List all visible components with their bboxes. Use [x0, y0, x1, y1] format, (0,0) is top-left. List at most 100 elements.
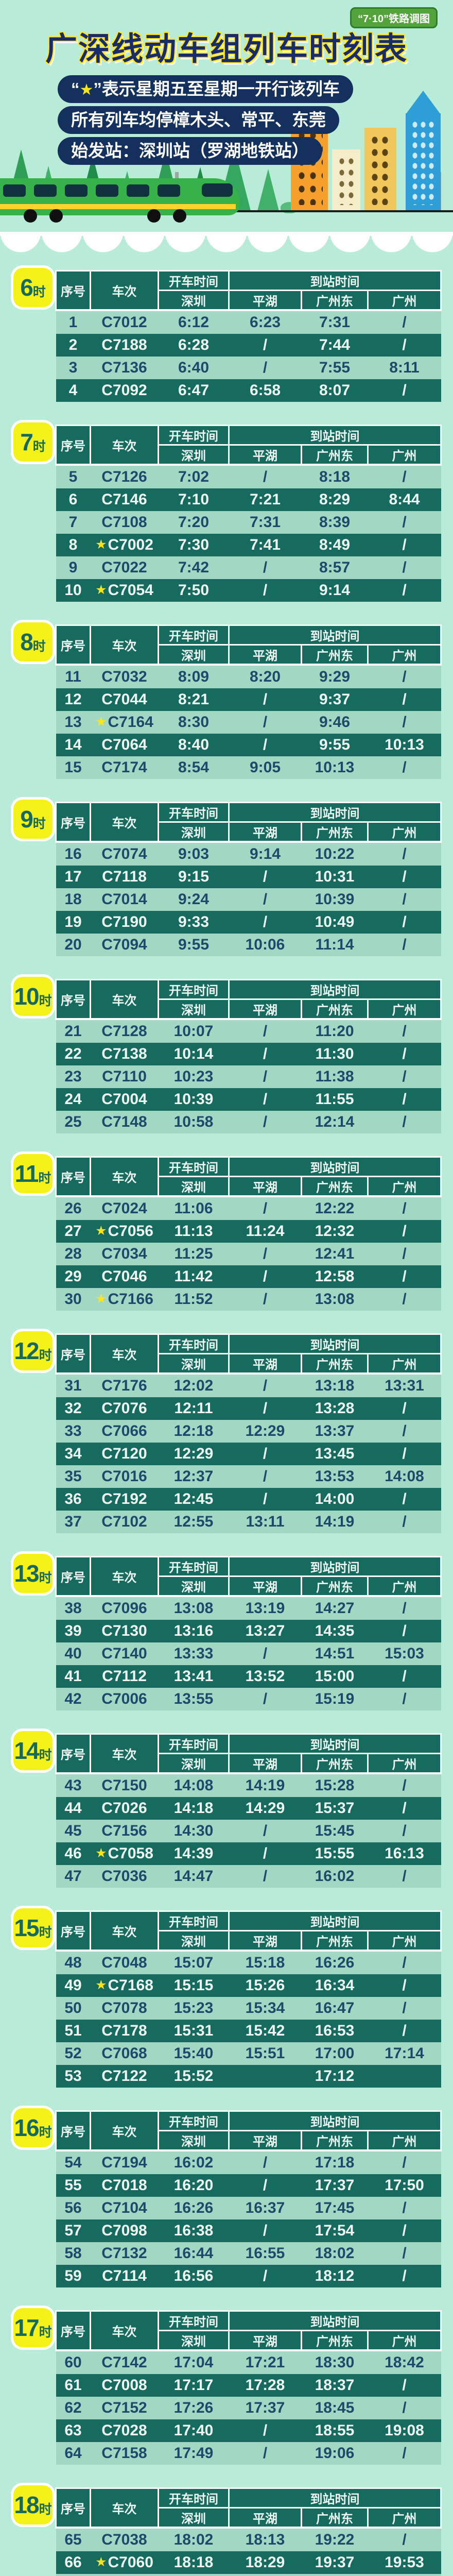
cell-guangzhou-arrive: / [368, 1772, 441, 1797]
note-origin-station: 始发站：深圳站（罗湖地铁站） [58, 137, 322, 165]
cell-pinghu-arrive: / [229, 2419, 302, 2442]
train-window [96, 184, 118, 197]
cell-guangzhou-arrive: / [368, 1797, 441, 1820]
cell-shenzhen-depart: 13:41 [159, 1665, 229, 1688]
train-number: C7048 [101, 1954, 147, 1971]
train-number: C7092 [101, 382, 147, 399]
cell-seq-value: 36 [64, 1490, 82, 1507]
cell-pinghu-arrive-value: / [263, 559, 268, 576]
cell-shenzhen-depart-value: 16:26 [173, 2199, 214, 2216]
cell-guangzhou-arrive-value: / [402, 2377, 407, 2394]
cell-seq: 59 [56, 2265, 91, 2287]
cell-shenzhen-depart-value: 17:40 [173, 2422, 214, 2439]
train-row: 23 C7110 10:23 / 11:38 / [56, 1065, 441, 1088]
page-title: 广深线动车组列车时刻表 [45, 31, 408, 67]
cell-guangzhou-east-arrive: 17:37 [302, 2174, 368, 2197]
cell-guangzhou-east-arrive-value: 13:28 [315, 1400, 355, 1417]
cell-guangzhou-east-arrive: 17:18 [301, 2149, 368, 2174]
cell-shenzhen-depart-value: 12:18 [173, 1422, 214, 1439]
cell-guangzhou-arrive: / [368, 2374, 441, 2397]
train-row: 54 C7194 16:02 / 17:18 / [56, 2149, 441, 2174]
cell-seq-value: 18 [64, 891, 82, 908]
cell-shenzhen-depart-value: 7:10 [178, 491, 210, 508]
cell-guangzhou-east-arrive-value: 14:27 [315, 1600, 355, 1617]
cell-shenzhen-depart: 10:14 [159, 1043, 229, 1065]
column-header-seq: 序号 [55, 2310, 91, 2351]
cell-shenzhen-depart: 10:23 [159, 1065, 229, 1088]
column-header-seq: 序号 [55, 1556, 91, 1597]
cell-shenzhen-depart: 9:15 [159, 866, 229, 888]
cell-shenzhen-depart-value: 14:18 [173, 1800, 214, 1817]
cell-train: C7102 [91, 1511, 159, 1533]
star-icon: ★ [95, 2555, 107, 2569]
train-row: 34 C7120 12:29 / 13:45 / [56, 1443, 441, 1465]
column-header-train: 车次 [90, 624, 159, 666]
cell-guangzhou-east-arrive: 19:06 [302, 2442, 368, 2465]
cell-guangzhou-east-arrive: 8:18 [301, 464, 368, 488]
cell-seq-value: 2 [68, 336, 78, 353]
cell-seq: 42 [56, 1688, 91, 1710]
cell-train: ★C7166 [91, 1288, 159, 1311]
hour-suffix: 时 [32, 439, 46, 454]
cell-guangzhou-east-arrive: 8:07 [302, 379, 368, 402]
train-number: C7114 [102, 2267, 147, 2284]
cell-guangzhou-east-arrive: 14:00 [302, 1488, 368, 1511]
column-header-shenzhen: 深圳 [158, 290, 230, 311]
hour-timetable: 序号 车次 开车时间 到站时间 深圳 平湖 广州东 广州 43 C7150 14:08 14:19 15… [55, 1733, 442, 1888]
column-header-arrive-time: 到站时间 [228, 425, 442, 446]
cell-seq-value: 24 [64, 1091, 82, 1108]
hour-timetable: 序号 车次 开车时间 到站时间 深圳 平湖 广州东 广州 65 C7038 18:02 18:13 19… [55, 2487, 442, 2576]
cell-shenzhen-depart: 11:42 [159, 1265, 229, 1288]
cell-pinghu-arrive: 16:55 [229, 2242, 302, 2265]
cell-guangzhou-arrive: / [368, 2197, 441, 2219]
train-row: 19 C7190 9:33 / 10:49 / [56, 911, 441, 934]
cell-train: C7128 [90, 1018, 159, 1043]
note-quote-open: “ [71, 79, 80, 98]
column-header-arrive-time: 到站时间 [228, 1556, 442, 1577]
cell-pinghu-arrive: / [229, 1111, 302, 1133]
cell-guangzhou-east-arrive: 15:37 [302, 1797, 368, 1820]
skyscraper-spire [406, 91, 441, 114]
cell-train: C7138 [91, 1043, 159, 1065]
tree-icon [257, 169, 280, 211]
train-number: C7150 [101, 1777, 147, 1794]
column-header-arrive-time: 到站时间 [228, 624, 442, 646]
cell-pinghu-arrive: 7:31 [229, 511, 302, 534]
cell-shenzhen-depart: 18:18 [159, 2551, 229, 2574]
hour-section: 11 时序号 车次 开车时间 到站时间 深圳 平湖 广州东 广州 26 C7024 11:06 / 12:… [0, 1154, 453, 1311]
cell-pinghu-arrive-value: 17:21 [245, 2354, 285, 2371]
cell-shenzhen-depart-value: 10:23 [173, 1068, 214, 1085]
column-header-train: 车次 [90, 2110, 159, 2151]
train-number: C7016 [101, 1468, 147, 1485]
cell-seq-value: 13 [64, 714, 82, 731]
hour-section: 8 时序号 车次 开车时间 到站时间 深圳 平湖 广州东 广州 11 C7032 8:09 8:20 9:… [0, 622, 453, 779]
cell-guangzhou-arrive: / [368, 2574, 441, 2576]
cell-guangzhou-arrive: / [368, 1088, 441, 1111]
column-header-seq: 序号 [55, 624, 91, 666]
cell-guangzhou-east-arrive-value: 7:55 [319, 359, 351, 376]
cell-guangzhou-arrive: 17:14 [368, 2042, 441, 2065]
cell-pinghu-arrive-value: 7:41 [249, 536, 281, 553]
column-header-arrive-time: 到站时间 [228, 1156, 442, 1177]
column-header-shenzhen: 深圳 [158, 1176, 230, 1197]
cell-seq-value: 54 [64, 2154, 82, 2171]
cell-guangzhou-east-arrive: 15:00 [302, 1665, 368, 1688]
cell-guangzhou-arrive-value: / [402, 468, 407, 485]
column-header-seq: 序号 [55, 2487, 91, 2529]
cell-pinghu-arrive-value: 9:14 [249, 845, 281, 862]
cell-shenzhen-depart-value: 15:40 [173, 2045, 214, 2062]
cell-guangzhou-arrive-value: / [402, 1490, 407, 1507]
cell-seq: 65 [56, 2527, 91, 2551]
cell-train: C7004 [91, 1088, 159, 1111]
train-row: 14 C7064 8:40 / 9:55 10:13 [56, 734, 441, 756]
cell-guangzhou-arrive-value: / [402, 1068, 407, 1085]
cell-guangzhou-arrive: / [368, 379, 441, 402]
cell-seq: 13 [56, 711, 91, 734]
hour-section: 6 时序号 车次 开车时间 到站时间 深圳 平湖 广州东 广州 1 C7012 6:12 6:23 7:3… [0, 268, 453, 402]
cell-guangzhou-arrive-value: / [402, 1223, 407, 1240]
cell-guangzhou-east-arrive: 13:37 [302, 1420, 368, 1443]
cell-seq: 26 [56, 1195, 91, 1220]
hour-timetable: 序号 车次 开车时间 到站时间 深圳 平湖 广州东 广州 16 C7074 9:03 9:14 10:2… [55, 802, 442, 956]
train-number: C7102 [101, 1513, 147, 1530]
cell-guangzhou-arrive-value: / [402, 759, 407, 776]
